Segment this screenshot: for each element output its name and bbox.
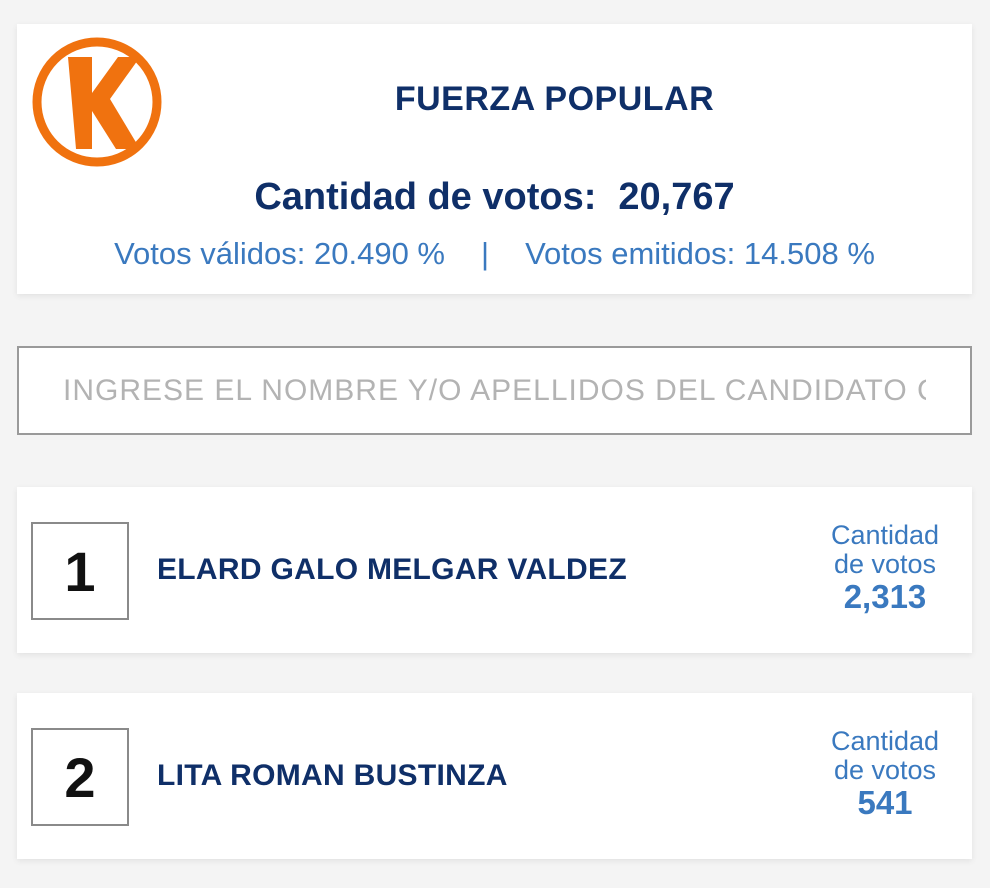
candidate-rank: 1: [31, 522, 129, 620]
candidate-votes-label: de votos: [833, 755, 937, 785]
candidate-row[interactable]: 2 LITA ROMAN BUSTINZA Cantidad de votos …: [17, 693, 972, 859]
candidate-name: LITA ROMAN BUSTINZA: [157, 759, 508, 792]
valid-votes-value: 20.490 %: [314, 236, 445, 271]
candidate-votes-label: de votos: [833, 549, 937, 579]
party-summary-card: FUERZA POPULAR Cantidad de votos: 20,767 …: [17, 24, 972, 294]
votes-label: Cantidad de votos:: [254, 176, 597, 218]
votes-value: 20,767: [618, 176, 735, 218]
separator: |: [481, 236, 490, 271]
party-logo: [32, 37, 162, 167]
k-logo-icon: [32, 37, 162, 167]
party-total-votes: Cantidad de votos: 20,767: [17, 176, 972, 219]
candidate-votes-value: 541: [857, 784, 913, 821]
candidate-rank: 2: [31, 728, 129, 826]
valid-votes-label: Votos válidos:: [114, 236, 306, 271]
emitted-votes-value: 14.508 %: [743, 236, 875, 271]
candidate-name: ELARD GALO MELGAR VALDEZ: [157, 553, 627, 586]
candidate-search[interactable]: [17, 346, 972, 435]
candidate-search-input[interactable]: [19, 348, 970, 433]
candidate-votes-label: Cantidad: [830, 726, 940, 756]
candidate-row[interactable]: 1 ELARD GALO MELGAR VALDEZ Cantidad de v…: [17, 487, 972, 653]
candidate-votes-label: Cantidad: [830, 520, 940, 550]
emitted-votes-label: Votos emitidos:: [525, 236, 736, 271]
candidate-votes: Cantidad de votos 541: [820, 727, 950, 821]
candidate-votes: Cantidad de votos 2,313: [820, 521, 950, 615]
party-name: FUERZA POPULAR: [394, 80, 715, 118]
party-percentages: Votos válidos: 20.490 % | Votos emitidos: …: [17, 236, 972, 272]
candidate-votes-value: 2,313: [843, 578, 927, 615]
